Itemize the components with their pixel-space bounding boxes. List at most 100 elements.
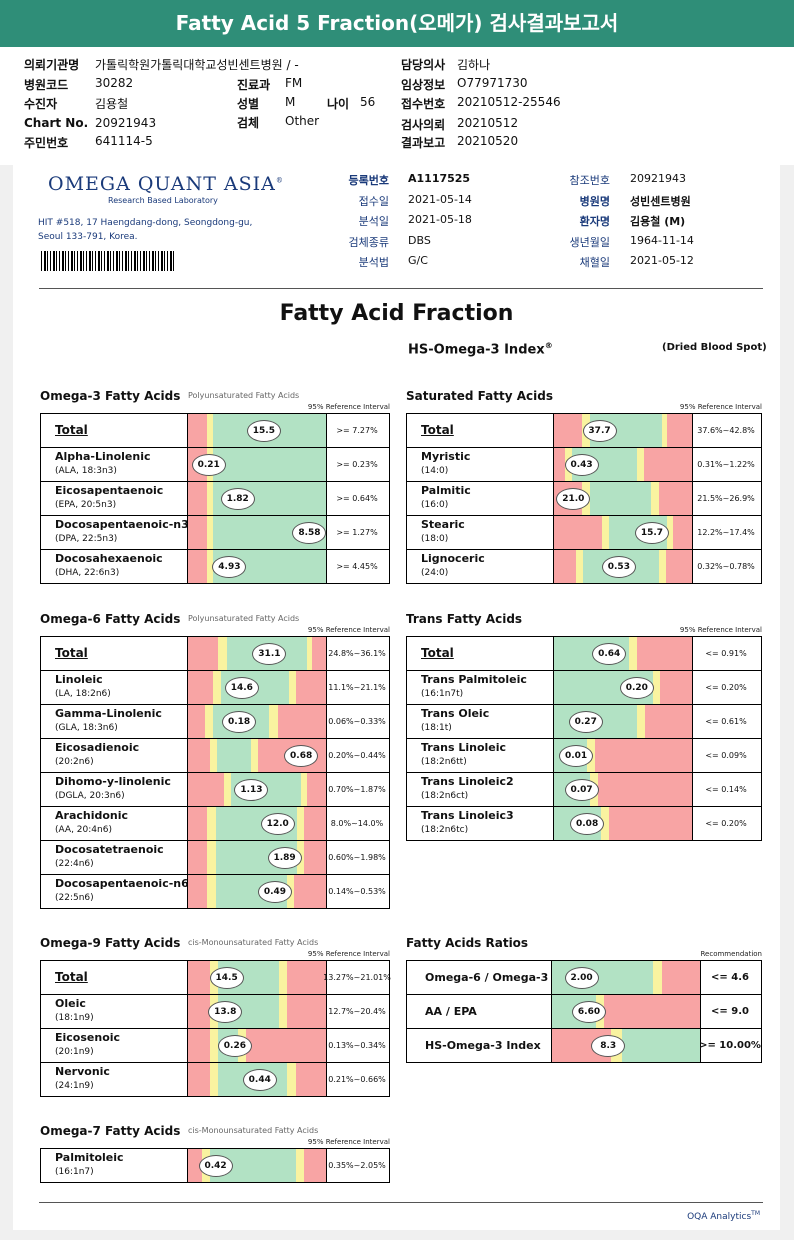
request-date-label: 검사의뢰 xyxy=(401,118,446,132)
range-segment-yellow xyxy=(576,550,583,583)
range-segment-yellow xyxy=(207,482,213,515)
result-value-marker: 1.89 xyxy=(267,846,302,869)
range-bar: 14.6 xyxy=(187,671,327,704)
specimen-value: Other xyxy=(285,114,320,128)
range-segment-yellow xyxy=(207,807,216,840)
range-segment-yellow xyxy=(297,807,304,840)
range-segment-red xyxy=(312,637,326,670)
lab-field-label: 참조번호 xyxy=(569,174,610,187)
result-row: Docosapentaenoic-n6 (22:5n6) 0.49 0.14%~0.5… xyxy=(40,874,390,909)
hospital-code-value: 30282 xyxy=(95,76,134,90)
lab-field-value: 김용철 (M) xyxy=(630,215,686,228)
range-segment-red xyxy=(188,995,211,1028)
result-row: Dihomo-y-linolenic (DGLA, 20:3n6) 1.13 0.70… xyxy=(40,772,390,807)
acid-name: Trans Palmitoleic xyxy=(421,673,527,686)
receiver-value: 김용철 xyxy=(95,97,129,111)
section-title: Trans Fatty Acids xyxy=(406,612,523,626)
reference-range: 21.5%~26.9% xyxy=(697,494,755,503)
result-row: Trans Palmitoleic (16:1n7t) 0.20 <= 0.20% xyxy=(406,670,762,705)
acid-name: Docosapentaenoic-n3 xyxy=(55,518,189,531)
acid-abbreviation: (16:0) xyxy=(421,500,449,510)
acid-name: Total xyxy=(421,423,454,437)
acid-abbreviation: (14:0) xyxy=(421,466,449,476)
acid-abbreviation: (24:0) xyxy=(421,568,449,578)
acid-name: Total xyxy=(421,646,454,660)
range-segment-red xyxy=(598,773,692,806)
result-row: Total 14.5 13.27%~21.01% xyxy=(40,960,391,995)
reference-range: 13.27%~21.01% xyxy=(323,973,391,982)
result-row: Linoleic (LA, 18:2n6) 14.6 11.1%~21.1% xyxy=(40,670,390,705)
section-title: Saturated Fatty Acids xyxy=(406,389,553,403)
range-bar: 37.7 xyxy=(553,414,693,447)
result-value-marker: 2.00 xyxy=(564,966,599,989)
result-value-marker: 31.1 xyxy=(252,642,287,665)
reference-range: <= 0.14% xyxy=(705,785,747,794)
acid-name: Total xyxy=(55,646,88,660)
range-segment-red xyxy=(188,516,208,549)
acid-name: Lignoceric xyxy=(421,552,485,565)
reference-range: 0.13%~0.34% xyxy=(328,1041,386,1050)
acid-abbreviation: (18:1n9) xyxy=(55,1013,94,1023)
lab-field-value: 1964-11-14 xyxy=(630,234,694,247)
range-segment-yellow xyxy=(287,1063,296,1096)
result-row: Oleic (18:1n9) 13.8 12.7%~20.4% xyxy=(40,994,390,1029)
range-segment-yellow xyxy=(207,550,213,583)
acid-name: Arachidonic xyxy=(55,809,129,822)
result-row: Trans Linoleic3 (18:2n6tc) 0.08 <= 0.20% xyxy=(406,806,762,841)
lab-field-value: A1117525 xyxy=(408,172,471,185)
result-value-marker: 21.0 xyxy=(556,487,591,510)
ratio-name: HS-Omega-3 Index xyxy=(425,1039,541,1052)
result-value-marker: 37.7 xyxy=(582,419,617,442)
range-segment-yellow xyxy=(279,961,288,994)
acid-name: Eicosapentaenoic xyxy=(55,484,164,497)
institution-label: 의뢰기관명 xyxy=(24,58,80,72)
range-segment-yellow xyxy=(306,637,313,670)
range-bar: 0.08 xyxy=(553,807,693,840)
range-bar: 0.42 xyxy=(187,1149,327,1182)
range-bar: 0.44 xyxy=(187,1063,327,1096)
reference-range: 0.60%~1.98% xyxy=(328,853,386,862)
footer-brand: OQA AnalyticsTM xyxy=(687,1210,760,1222)
result-row: Myristic (14:0) 0.43 0.31%~1.22% xyxy=(406,447,762,482)
reference-range: >= 10.00% xyxy=(699,1040,761,1051)
range-segment-yellow xyxy=(207,414,213,447)
lab-logo-subtitle: Research Based Laboratory xyxy=(108,196,218,205)
section-title: Omega-7 Fatty Acids xyxy=(40,1124,181,1138)
lab-field-label: 생년월일 xyxy=(569,236,610,249)
range-segment-yellow xyxy=(301,773,307,806)
range-segment-red xyxy=(661,961,700,994)
range-segment-yellow xyxy=(661,414,668,447)
result-value-marker: 8.58 xyxy=(292,521,327,544)
range-segment-yellow xyxy=(218,637,227,670)
acid-abbreviation: (GLA, 18:3n6) xyxy=(55,723,118,733)
acid-abbreviation: (22:4n6) xyxy=(55,859,94,869)
lab-field-label: 분석법 xyxy=(358,256,389,269)
reference-interval-header: 95% Reference Interval xyxy=(307,950,390,958)
lab-field-value: 2021-05-14 xyxy=(408,193,472,206)
range-segment-green xyxy=(212,448,326,481)
range-bar: 0.64 xyxy=(553,637,693,670)
range-bar: 0.21 xyxy=(187,448,327,481)
acid-name: Palmitoleic xyxy=(55,1151,124,1164)
reference-range: 11.1%~21.1% xyxy=(328,683,386,692)
acid-abbreviation: (20:2n6) xyxy=(55,757,94,767)
lab-field-value: 20921943 xyxy=(630,172,686,185)
range-segment-yellow xyxy=(653,671,661,704)
result-value-marker: 8.3 xyxy=(591,1034,626,1057)
acid-name: Gamma-Linolenic xyxy=(55,707,162,720)
result-row: Palmitoleic (16:1n7) 0.42 0.35%~2.05% xyxy=(40,1148,390,1183)
range-bar: 0.68 xyxy=(187,739,327,772)
reference-range: >= 1.27% xyxy=(336,528,378,537)
reference-range: <= 0.09% xyxy=(705,751,747,760)
range-bar: 0.07 xyxy=(553,773,693,806)
range-segment-red xyxy=(294,875,326,908)
reference-range: <= 0.91% xyxy=(705,649,747,658)
acid-name: Stearic xyxy=(421,518,465,531)
reference-range: 12.2%~17.4% xyxy=(697,528,755,537)
result-value-marker: 0.21 xyxy=(191,453,226,476)
result-value-marker: 0.49 xyxy=(257,880,292,903)
result-value-marker: 15.5 xyxy=(246,419,281,442)
sex-value: M xyxy=(285,95,296,109)
doctor-label: 담당의사 xyxy=(401,58,446,72)
lab-field-label: 접수일 xyxy=(358,195,389,208)
